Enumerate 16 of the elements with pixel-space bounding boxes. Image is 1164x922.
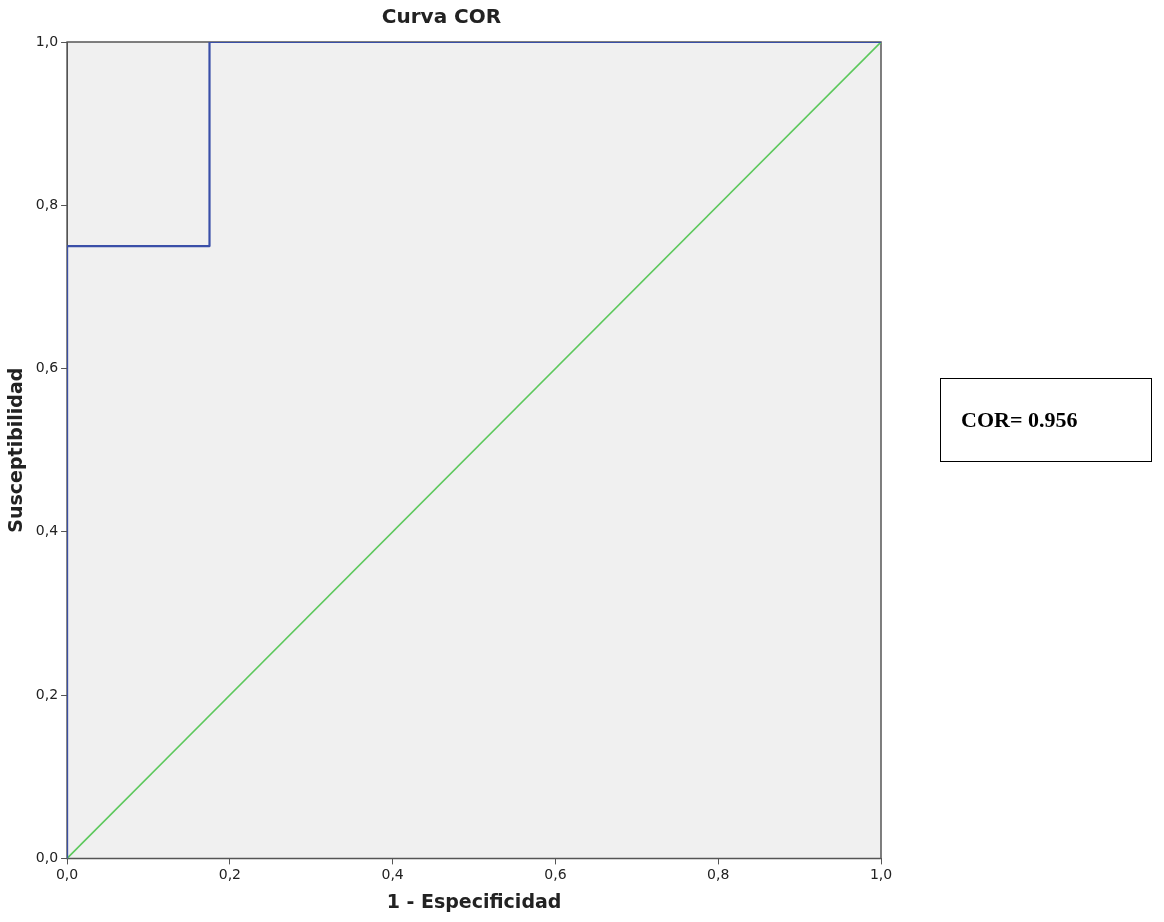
- y-axis-title: Susceptibilidad: [4, 367, 27, 533]
- y-tick-label: 1,0: [35, 32, 59, 49]
- x-tick-label: 0,2: [218, 866, 241, 883]
- x-axis-title: 1 - Especificidad: [386, 889, 562, 912]
- x-tick-label: 0,6: [544, 866, 567, 883]
- text: COR= 0.956: [940, 378, 1152, 462]
- chart-title: Curva COR: [381, 4, 502, 29]
- x-tick-label: 0,0: [55, 866, 79, 883]
- x-tick-label: 1,0: [869, 866, 893, 883]
- x-tick-label: 0,4: [381, 866, 404, 883]
- y-tick-label: 0,8: [35, 195, 59, 212]
- x-tick-label: 0,8: [707, 866, 730, 883]
- y-tick-label: 0,4: [35, 522, 59, 539]
- y-tick-label: 0,6: [35, 359, 59, 376]
- y-tick-label: 0,2: [35, 685, 59, 702]
- y-tick-label: 0,0: [35, 849, 59, 866]
